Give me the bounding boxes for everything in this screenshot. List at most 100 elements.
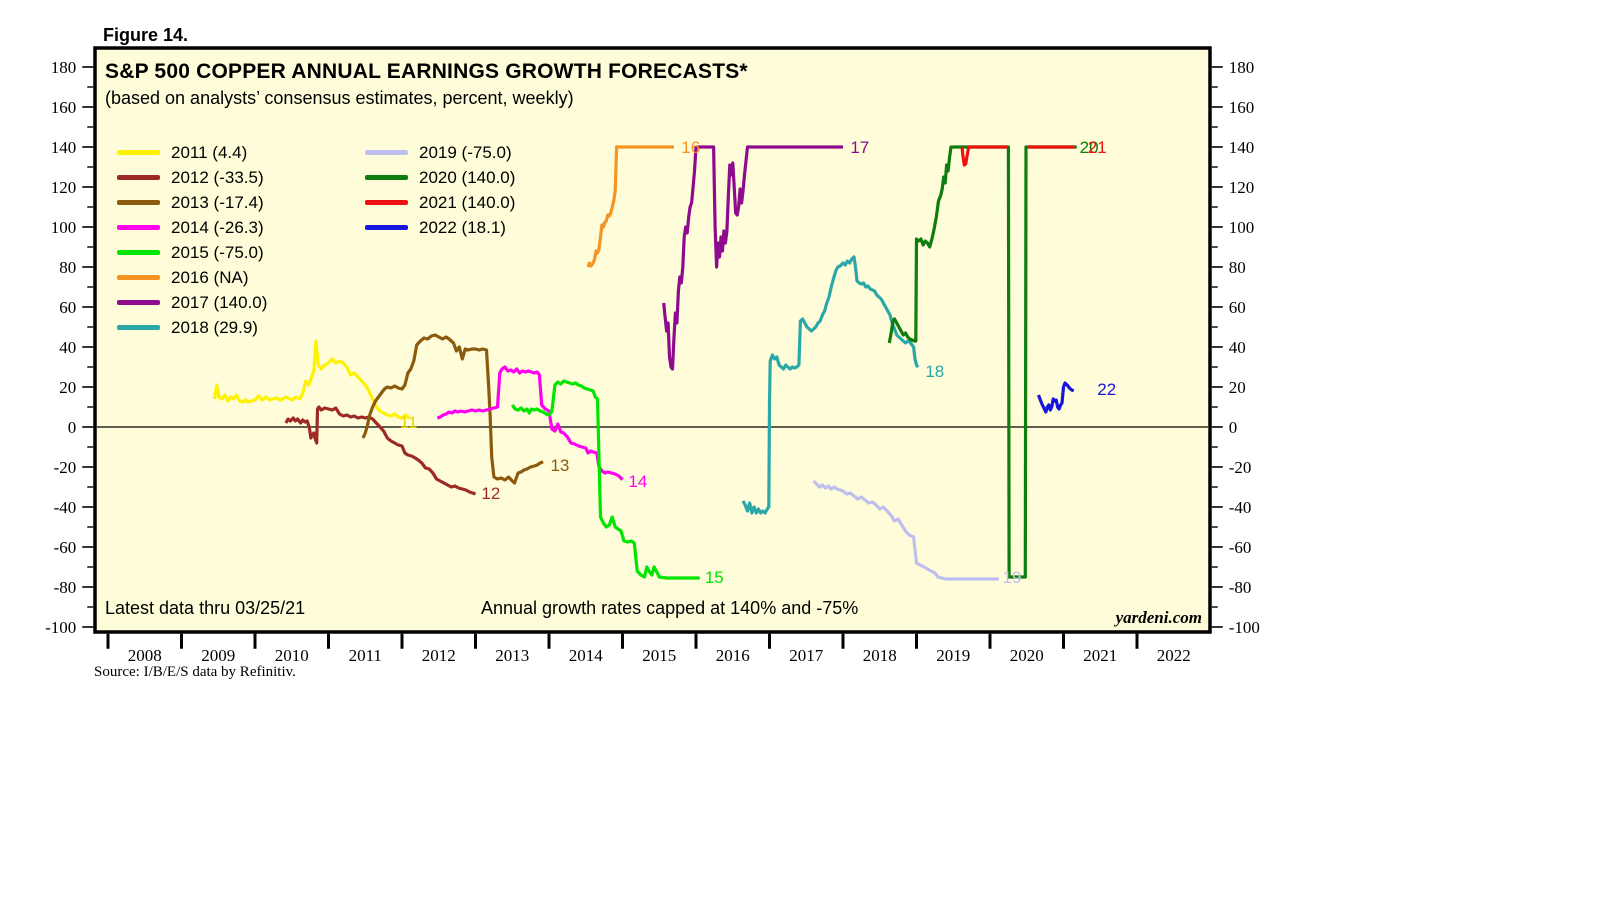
source-note: Source: I/B/E/S data by Refinitiv.	[94, 664, 296, 680]
svg-text:100: 100	[1229, 218, 1255, 237]
series-line-2017	[662, 145, 843, 371]
svg-text:-60: -60	[54, 538, 77, 557]
end-label-12: 12	[481, 484, 500, 503]
series-line-2014	[436, 365, 624, 481]
svg-text:2021: 2021	[1083, 646, 1117, 665]
legend-item-2017: 2017 (140.0)	[117, 290, 365, 315]
legend-swatch-2013	[117, 200, 160, 205]
legend-label-2020: 2020 (140.0)	[419, 167, 516, 187]
svg-text:120: 120	[51, 178, 77, 197]
svg-text:0: 0	[1229, 418, 1238, 437]
svg-text:2012: 2012	[422, 646, 456, 665]
svg-text:2011: 2011	[349, 646, 382, 665]
series-line-2015	[511, 379, 700, 580]
legend-item-2020: 2020 (140.0)	[365, 165, 515, 190]
svg-text:-60: -60	[1229, 538, 1252, 557]
legend: 2011 (4.4) 2012 (-33.5) 2013 (-17.4) 2014 (…	[117, 140, 515, 340]
legend-label-2014: 2014 (-26.3)	[171, 217, 264, 237]
svg-text:-80: -80	[1229, 578, 1252, 597]
svg-text:2010: 2010	[275, 646, 309, 665]
legend-label-2016: 2016 (NA)	[171, 267, 249, 287]
legend-item-2019: 2019 (-75.0)	[365, 140, 515, 165]
legend-item-2015: 2015 (-75.0)	[117, 240, 365, 265]
end-label-13: 13	[550, 456, 569, 475]
svg-text:-80: -80	[54, 578, 77, 597]
svg-text:180: 180	[51, 58, 77, 77]
legend-item-2016: 2016 (NA)	[117, 265, 365, 290]
legend-swatch-2015	[117, 250, 160, 255]
svg-text:2019: 2019	[936, 646, 970, 665]
legend-swatch-2019	[365, 150, 408, 155]
series-line-2020	[887, 145, 1077, 579]
chart-subtitle: (based on analysts’ consensus estimates,…	[105, 88, 574, 108]
svg-text:60: 60	[1229, 298, 1246, 317]
end-label-21: 21	[1088, 138, 1107, 157]
svg-text:0: 0	[68, 418, 77, 437]
legend-swatch-2022	[365, 225, 408, 230]
svg-text:-40: -40	[1229, 498, 1252, 517]
series-line-2018	[741, 255, 920, 515]
svg-text:120: 120	[1229, 178, 1255, 197]
end-label-15: 15	[705, 568, 724, 587]
svg-text:2016: 2016	[716, 646, 750, 665]
watermark-yardeni: yardeni.com	[1115, 608, 1202, 627]
svg-text:-40: -40	[54, 498, 77, 517]
legend-item-2012: 2012 (-33.5)	[117, 165, 365, 190]
series-line-2016	[586, 145, 674, 268]
legend-swatch-2018	[117, 325, 160, 330]
end-label-22: 22	[1097, 380, 1116, 399]
svg-text:-20: -20	[54, 458, 77, 477]
svg-text:-100: -100	[1229, 618, 1260, 637]
svg-text:80: 80	[1229, 258, 1246, 277]
legend-item-2018: 2018 (29.9)	[117, 315, 365, 340]
legend-swatch-2011	[117, 150, 160, 155]
series-lines	[213, 145, 1077, 581]
svg-text:2022: 2022	[1157, 646, 1191, 665]
legend-item-2011: 2011 (4.4)	[117, 140, 365, 165]
svg-text:180: 180	[1229, 58, 1255, 77]
series-end-labels: 11 12 13 14 15 16 17 18 19 2021 22	[400, 138, 1116, 587]
legend-swatch-2016	[117, 275, 160, 280]
svg-text:40: 40	[1229, 338, 1246, 357]
legend-label-2022: 2022 (18.1)	[419, 217, 506, 237]
svg-text:2008: 2008	[128, 646, 162, 665]
svg-text:2013: 2013	[495, 646, 529, 665]
legend-label-2021: 2021 (140.0)	[419, 192, 516, 212]
legend-swatch-2021	[365, 200, 408, 205]
svg-text:40: 40	[59, 338, 76, 357]
plot-frame	[93, 46, 1212, 634]
svg-text:160: 160	[51, 98, 77, 117]
legend-column-2: 2019 (-75.0) 2020 (140.0) 2021 (140.0) 2022…	[365, 140, 515, 340]
svg-text:20: 20	[59, 378, 76, 397]
legend-item-2014: 2014 (-26.3)	[117, 215, 365, 240]
legend-swatch-2017	[117, 300, 160, 305]
legend-label-2013: 2013 (-17.4)	[171, 192, 264, 212]
end-label-11: 11	[400, 413, 418, 432]
svg-text:-100: -100	[45, 618, 76, 637]
svg-text:140: 140	[51, 138, 77, 157]
svg-text:2018: 2018	[863, 646, 897, 665]
svg-text:20: 20	[1229, 378, 1246, 397]
footnote-cap-note: Annual growth rates capped at 140% and -…	[481, 598, 859, 618]
legend-item-2021: 2021 (140.0)	[365, 190, 515, 215]
end-label-18: 18	[925, 362, 944, 381]
series-line-2012	[284, 405, 477, 496]
end-label-20: 20	[1080, 138, 1099, 157]
legend-swatch-2012	[117, 175, 160, 180]
legend-label-2011: 2011 (4.4)	[171, 142, 248, 162]
end-label-19: 19	[1002, 568, 1021, 587]
svg-text:100: 100	[51, 218, 77, 237]
svg-text:2009: 2009	[201, 646, 235, 665]
svg-text:60: 60	[59, 298, 76, 317]
legend-item-2022: 2022 (18.1)	[365, 215, 515, 240]
series-line-2013	[361, 333, 544, 485]
legend-label-2017: 2017 (140.0)	[171, 292, 268, 312]
legend-label-2018: 2018 (29.9)	[171, 317, 258, 337]
legend-swatch-2014	[117, 225, 160, 230]
svg-text:-20: -20	[1229, 458, 1252, 477]
legend-label-2019: 2019 (-75.0)	[419, 142, 512, 162]
series-line-2022	[1037, 381, 1075, 414]
svg-text:2014: 2014	[569, 646, 604, 665]
svg-text:80: 80	[59, 258, 76, 277]
